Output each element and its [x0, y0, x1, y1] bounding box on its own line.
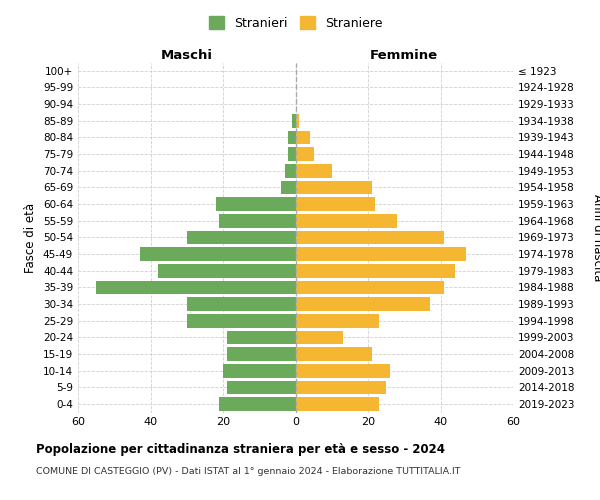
- Y-axis label: Fasce di età: Fasce di età: [25, 202, 37, 272]
- Bar: [292, 114, 296, 128]
- Bar: [296, 248, 466, 261]
- Bar: [296, 348, 371, 361]
- Bar: [296, 180, 371, 194]
- Bar: [296, 330, 343, 344]
- Bar: [284, 164, 296, 177]
- Bar: [296, 214, 397, 228]
- Bar: [227, 348, 296, 361]
- Bar: [296, 398, 379, 411]
- Bar: [296, 380, 386, 394]
- Bar: [296, 280, 444, 294]
- Text: Femmine: Femmine: [370, 50, 439, 62]
- Bar: [140, 248, 296, 261]
- Bar: [223, 364, 296, 378]
- Bar: [296, 364, 390, 378]
- Bar: [296, 130, 310, 144]
- Bar: [288, 148, 296, 161]
- Bar: [158, 264, 296, 278]
- Text: Maschi: Maschi: [161, 50, 213, 62]
- Bar: [296, 114, 299, 128]
- Bar: [288, 130, 296, 144]
- Bar: [96, 280, 296, 294]
- Bar: [187, 298, 296, 311]
- Bar: [296, 298, 430, 311]
- Y-axis label: Anni di nascita: Anni di nascita: [591, 194, 600, 281]
- Bar: [227, 330, 296, 344]
- Bar: [296, 264, 455, 278]
- Bar: [187, 314, 296, 328]
- Bar: [220, 214, 296, 228]
- Legend: Stranieri, Straniere: Stranieri, Straniere: [209, 16, 382, 30]
- Text: Popolazione per cittadinanza straniera per età e sesso - 2024: Popolazione per cittadinanza straniera p…: [36, 442, 445, 456]
- Bar: [296, 230, 444, 244]
- Bar: [281, 180, 296, 194]
- Bar: [216, 198, 296, 211]
- Bar: [296, 198, 375, 211]
- Bar: [187, 230, 296, 244]
- Bar: [227, 380, 296, 394]
- Bar: [296, 148, 314, 161]
- Bar: [220, 398, 296, 411]
- Bar: [296, 164, 332, 177]
- Bar: [296, 314, 379, 328]
- Text: COMUNE DI CASTEGGIO (PV) - Dati ISTAT al 1° gennaio 2024 - Elaborazione TUTTITAL: COMUNE DI CASTEGGIO (PV) - Dati ISTAT al…: [36, 468, 461, 476]
